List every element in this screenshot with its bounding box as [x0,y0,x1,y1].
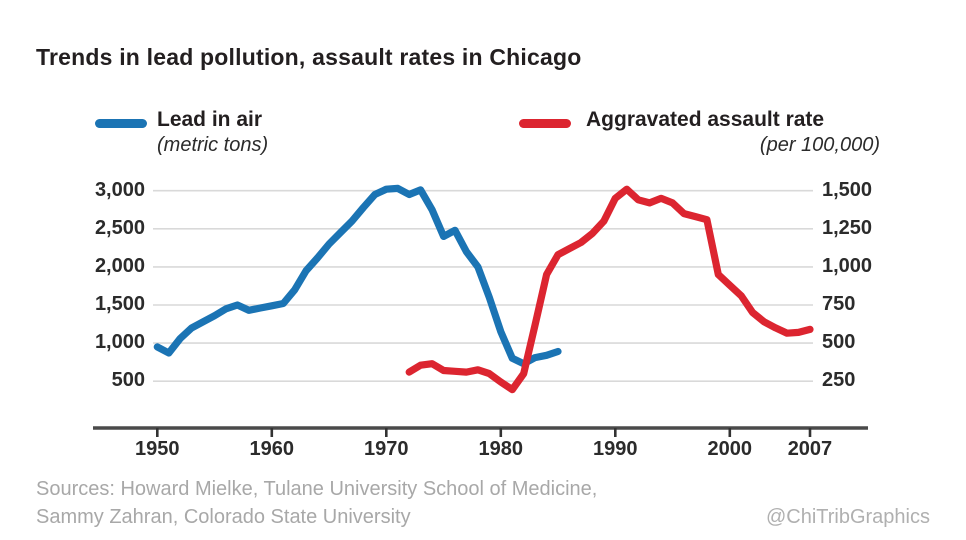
right-axis-labels: 1,500 1,250 1,000 750 500 250 [822,0,966,540]
assault-legend-units: (per 100,000) [759,134,880,156]
left-axis-tick-label: 1,000 [94,331,145,354]
x-axis-tick-label: 1960 [249,438,295,460]
left-axis-tick-label: 1,500 [94,293,145,316]
x-axis-tick-label: 1990 [593,438,638,460]
aggravated-assault-rate-line [405,185,814,394]
chart-title: Trends in lead pollution, assault rates … [36,44,582,70]
assault-legend-label: Aggravated assault rate [586,108,825,131]
right-axis-tick-label: 250 [822,369,856,392]
lead-legend-units: (metric tons) [157,134,269,156]
left-axis-tick-label: 2,500 [94,216,145,239]
x-axis-tick-label: 2000 [707,438,753,460]
left-axis-labels: 3,000 2,500 2,000 1,500 1,000 500 [0,0,145,540]
left-axis-tick-label: 500 [111,369,145,392]
x-axis-tick-label: 2007 [787,438,833,460]
right-axis-tick-label: 750 [822,293,856,316]
right-axis-tick-label: 1,500 [822,178,873,201]
left-axis-tick-label: 3,000 [94,178,145,201]
x-axis-labels: 1950 1960 1970 1980 1990 2000 2007 [0,438,966,468]
source-text-line2: Sammy Zahran, Colorado State University [36,506,411,528]
lead-legend-label: Lead in air [157,108,263,131]
assault-legend-swatch [519,119,571,128]
x-axis-tick-label: 1970 [364,438,409,460]
x-axis-tick-label: 1950 [135,438,180,460]
lead-legend-swatch [95,119,147,128]
credit-handle: @ChiTribGraphics [765,506,930,528]
right-axis-tick-label: 1,250 [822,216,873,239]
right-axis-tick-label: 500 [822,331,856,354]
right-axis-tick-label: 1,000 [822,254,873,277]
source-text-line1: Sources: Howard Mielke, Tulane Universit… [36,478,598,500]
left-axis-tick-label: 2,000 [94,254,145,277]
x-axis-tick-label: 1980 [478,438,524,460]
lead-in-air-line [153,184,562,368]
